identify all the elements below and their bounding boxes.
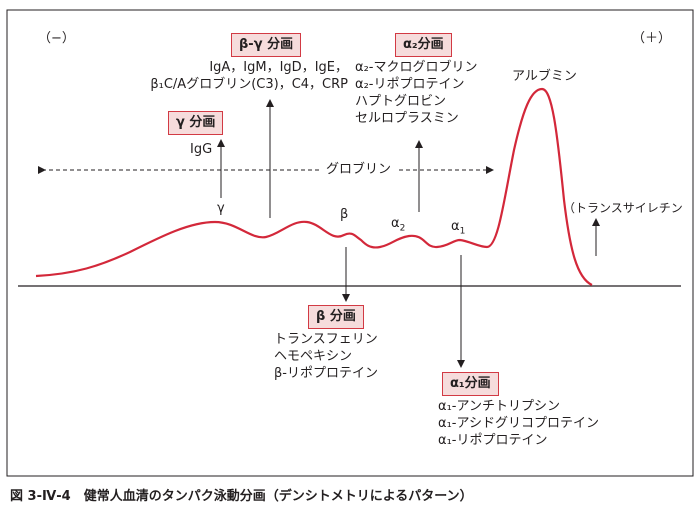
alpha2-item: α₂-マクログロブリン	[355, 60, 478, 75]
alpha1-item: α₁-リポプロテイン	[438, 433, 548, 448]
alpha1-peak-label: α1	[451, 219, 466, 237]
positive-pole-label: （＋）	[632, 31, 672, 46]
alpha2-item: α₂-リポプロテイン	[355, 77, 465, 92]
figure-caption: 図 3-Ⅳ-4 健常人血清のタンパク泳動分画（デンシトメトリによるパターン）	[10, 489, 473, 504]
alpha2-item: セルロプラスミン	[355, 111, 459, 126]
alpha2-fraction-badge: α₂分画	[395, 33, 452, 57]
alpha1-item: α₁-アンチトリプシン	[438, 399, 560, 414]
beta-peak-label: β	[340, 207, 349, 222]
beta-item: β‑リポプロテイン	[274, 366, 378, 381]
globulin-label: グロブリン	[320, 161, 398, 178]
beta-gamma-fraction-list: IgA，IgM，IgD，IgE， β₁C/Aグロブリン(C3)，C4，CRP	[108, 59, 348, 93]
alpha1-fraction-list: α₁-アンチトリプシン α₁-アシドグリコプロテイン α₁-リポプロテイン	[438, 398, 599, 449]
beta-gamma-item: β₁C/Aグロブリン(C3)，C4，CRP	[150, 77, 348, 92]
alpha2-fraction-list: α₂-マクログロブリン α₂-リポプロテイン ハプトグロビン セルロプラスミン	[355, 59, 477, 127]
alpha2-item: ハプトグロビン	[355, 94, 447, 109]
gamma-fraction-badge: γ 分画	[168, 111, 224, 135]
beta-fraction-badge: β 分画	[308, 305, 364, 329]
gamma-peak-label: γ	[217, 201, 225, 216]
beta-item: トランスフェリン	[274, 332, 378, 347]
beta-gamma-fraction-badge: β‑γ 分画	[231, 33, 302, 57]
alpha1-item: α₁-アシドグリコプロテイン	[438, 416, 599, 431]
densitometry-curve	[35, 87, 593, 286]
beta-fraction-list: トランスフェリン ヘモペキシン β‑リポプロテイン	[274, 331, 378, 382]
negative-pole-label: （−）	[38, 31, 75, 46]
alpha1-fraction-badge: α₁分画	[442, 372, 499, 396]
alpha2-peak-label: α2	[391, 216, 406, 234]
gamma-fraction-item: IgG	[190, 142, 213, 157]
transthyretin-label: （トランスサイレチン	[563, 201, 683, 215]
beta-gamma-item: IgA，IgM，IgD，IgE，	[209, 60, 348, 75]
figure-frame	[6, 9, 694, 477]
beta-item: ヘモペキシン	[274, 349, 353, 364]
albumin-label: アルブミン	[512, 69, 577, 84]
